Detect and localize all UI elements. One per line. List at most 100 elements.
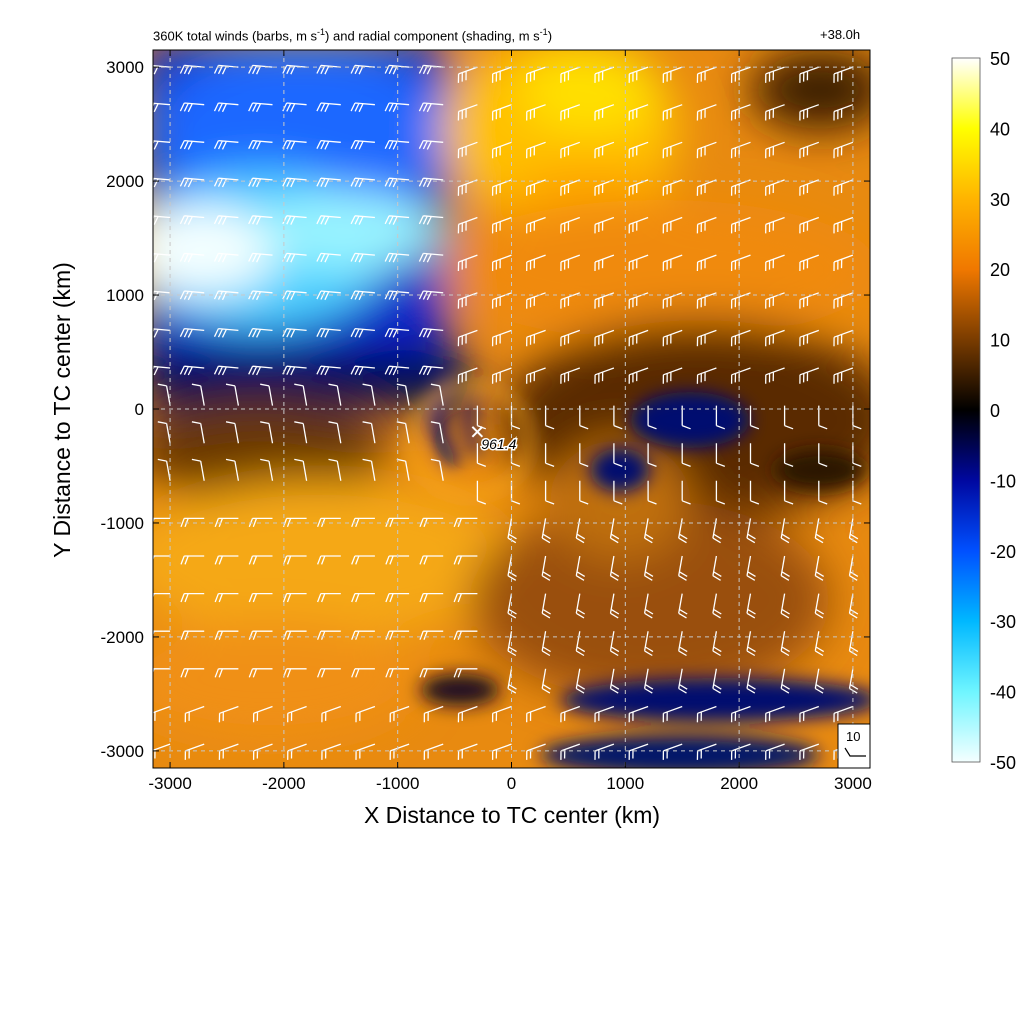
wind-barb bbox=[418, 102, 444, 113]
wind-barb bbox=[179, 252, 205, 263]
y-tick-label: 1000 bbox=[106, 286, 144, 305]
wind-barb bbox=[560, 254, 581, 272]
wind-barb bbox=[730, 179, 751, 196]
colorbar-tick-label: 40 bbox=[990, 119, 1010, 139]
wind-barb bbox=[818, 443, 828, 468]
wind-barb bbox=[765, 292, 785, 309]
wind-barb bbox=[628, 179, 649, 196]
wind-barb bbox=[833, 254, 854, 272]
wind-barb bbox=[609, 555, 620, 581]
wind-barb bbox=[560, 367, 581, 384]
wind-barb bbox=[765, 254, 785, 272]
wind-barb bbox=[662, 216, 683, 234]
wind-barb bbox=[385, 555, 410, 565]
wind-barb bbox=[179, 327, 205, 338]
wind-barb bbox=[385, 668, 410, 678]
wind-barb bbox=[712, 668, 722, 694]
wind-barb bbox=[419, 592, 444, 603]
wind-barb bbox=[453, 630, 478, 640]
wind-barb bbox=[214, 555, 239, 565]
wind-barb bbox=[282, 139, 307, 150]
wind-barb bbox=[225, 421, 240, 444]
title-text-1: 360K total winds (barbs, m s bbox=[153, 28, 318, 44]
wind-barb bbox=[191, 383, 205, 406]
wind-barb bbox=[418, 365, 444, 376]
wind-barb bbox=[180, 630, 205, 640]
wind-barb bbox=[541, 668, 551, 694]
wind-barb bbox=[594, 329, 615, 347]
wind-barb bbox=[678, 631, 688, 657]
wind-barb bbox=[594, 216, 615, 234]
wind-barb bbox=[730, 329, 751, 347]
colorbar-tick-label: 30 bbox=[990, 190, 1010, 210]
wind-barb bbox=[544, 480, 555, 505]
wind-barb bbox=[491, 254, 512, 272]
wind-barb bbox=[526, 104, 546, 121]
wind-barb bbox=[491, 743, 512, 760]
wind-barb bbox=[457, 705, 478, 723]
wind-barb bbox=[609, 593, 620, 619]
wind-barb bbox=[213, 252, 239, 263]
wind-barb bbox=[282, 365, 307, 376]
wind-barb bbox=[260, 421, 274, 444]
wind-barb bbox=[351, 555, 375, 565]
wind-barb bbox=[696, 254, 717, 272]
wind-barb bbox=[541, 518, 551, 544]
wind-barb bbox=[681, 443, 691, 468]
wind-barb bbox=[730, 216, 751, 234]
wind-barb bbox=[783, 405, 794, 430]
wind-barb bbox=[491, 141, 512, 159]
wind-barb bbox=[491, 292, 512, 309]
wind-barb bbox=[560, 141, 581, 159]
wind-barb bbox=[180, 592, 205, 603]
wind-barb bbox=[799, 216, 820, 234]
y-tick-label: -1000 bbox=[101, 514, 144, 533]
wind-barb bbox=[457, 104, 478, 121]
center-pressure-label: 961.4 bbox=[481, 436, 516, 452]
wind-barb bbox=[457, 216, 478, 234]
chart-title: 360K total winds (barbs, m s-1) and radi… bbox=[153, 27, 552, 43]
tc-center-marker: 961.4 bbox=[471, 426, 518, 453]
wind-barb bbox=[609, 668, 620, 694]
wind-barb bbox=[526, 292, 546, 309]
colorbar bbox=[951, 57, 981, 763]
wind-barb bbox=[696, 104, 717, 121]
wind-barb bbox=[457, 367, 478, 384]
wind-barb bbox=[799, 705, 820, 723]
wind-barb bbox=[628, 329, 649, 347]
wind-barb bbox=[180, 668, 205, 678]
wind-barb bbox=[491, 367, 512, 384]
wind-barb bbox=[765, 141, 785, 159]
wind-barb bbox=[384, 252, 410, 263]
wind-barb bbox=[594, 254, 615, 272]
y-tick-label: 0 bbox=[135, 400, 144, 419]
wind-barb bbox=[384, 64, 410, 75]
colorbar-tick-label: -10 bbox=[990, 471, 1016, 491]
wind-barb bbox=[678, 555, 688, 581]
wind-barb bbox=[351, 668, 375, 678]
wind-barb bbox=[179, 102, 205, 113]
wind-barb bbox=[423, 705, 444, 723]
wind-barb bbox=[316, 327, 341, 338]
wind-barb bbox=[419, 555, 444, 565]
wind-barb bbox=[282, 592, 307, 603]
wind-barb bbox=[643, 668, 654, 694]
wind-barb bbox=[749, 405, 760, 430]
wind-barb bbox=[696, 66, 717, 83]
wind-barb bbox=[662, 141, 683, 159]
wind-barb bbox=[662, 367, 683, 384]
axis-ticks bbox=[153, 50, 870, 768]
wind-barb bbox=[294, 458, 308, 481]
wind-barb bbox=[783, 443, 794, 468]
wind-barb bbox=[749, 480, 760, 505]
wind-barb bbox=[696, 743, 717, 760]
wind-barb bbox=[848, 593, 859, 619]
wind-barb bbox=[316, 102, 341, 113]
wind-barb bbox=[191, 458, 205, 481]
x-tick-label: 1000 bbox=[606, 774, 644, 793]
reference-barb-label: 10 bbox=[846, 729, 860, 744]
wind-barb bbox=[730, 104, 751, 121]
wind-barb bbox=[818, 480, 828, 505]
wind-barb bbox=[294, 421, 308, 444]
wind-barb bbox=[765, 216, 785, 234]
